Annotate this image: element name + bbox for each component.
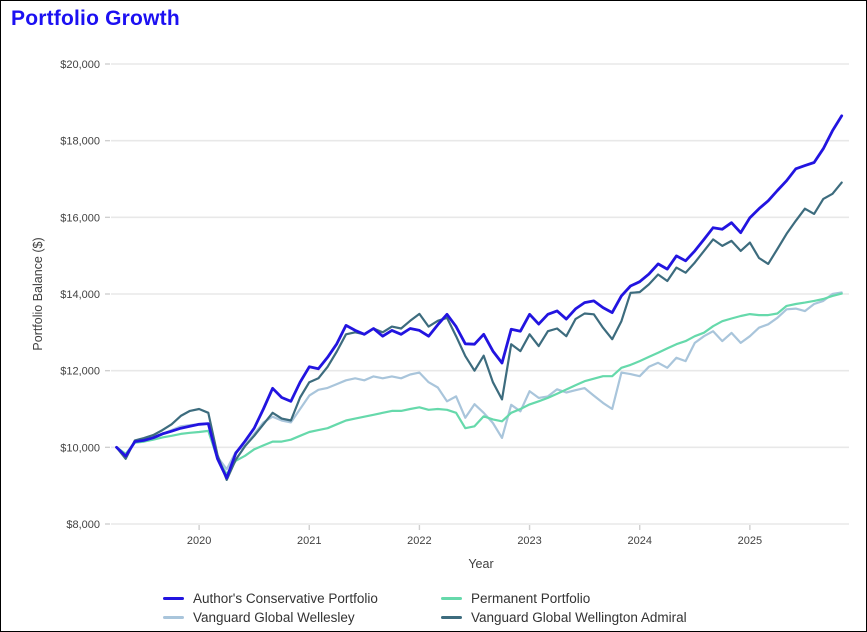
svg-text:$16,000: $16,000 xyxy=(60,212,100,224)
svg-text:$14,000: $14,000 xyxy=(60,289,100,301)
svg-text:2022: 2022 xyxy=(407,535,431,547)
svg-text:2020: 2020 xyxy=(187,535,211,547)
legend-item-global-wellesley: Vanguard Global Wellesley xyxy=(163,608,441,626)
y-axis-title: Portfolio Balance ($) xyxy=(31,237,45,351)
svg-text:$12,000: $12,000 xyxy=(60,366,100,378)
svg-text:2024: 2024 xyxy=(627,535,651,547)
svg-text:$10,000: $10,000 xyxy=(60,442,100,454)
legend-swatch-global-wellington xyxy=(441,615,462,619)
svg-text:2023: 2023 xyxy=(517,535,541,547)
svg-text:2025: 2025 xyxy=(738,535,762,547)
chart-title: Portfolio Growth xyxy=(11,7,180,30)
svg-text:$8,000: $8,000 xyxy=(66,519,100,531)
legend-swatch-author-conservative xyxy=(163,596,184,600)
legend-label-author-conservative: Author's Conservative Portfolio xyxy=(193,590,378,606)
legend-label-global-wellesley: Vanguard Global Wellesley xyxy=(193,609,355,625)
legend-item-permanent-portfolio: Permanent Portfolio xyxy=(441,589,687,607)
legend-label-permanent-portfolio: Permanent Portfolio xyxy=(471,590,591,606)
x-axis-title: Year xyxy=(468,557,494,571)
svg-text:2021: 2021 xyxy=(297,535,321,547)
legend-swatch-global-wellesley xyxy=(163,615,184,619)
legend-label-global-wellington: Vanguard Global Wellington Admiral xyxy=(471,609,687,625)
svg-text:$18,000: $18,000 xyxy=(60,136,100,148)
chart-legend: Author's Conservative Portfolio Permanen… xyxy=(163,589,687,626)
legend-item-author-conservative: Author's Conservative Portfolio xyxy=(163,589,441,607)
svg-text:$20,000: $20,000 xyxy=(60,59,100,71)
legend-item-global-wellington: Vanguard Global Wellington Admiral xyxy=(441,608,687,626)
legend-swatch-permanent-portfolio xyxy=(441,596,462,600)
